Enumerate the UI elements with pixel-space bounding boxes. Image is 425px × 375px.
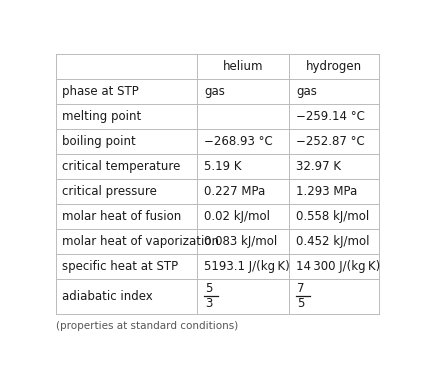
Text: 0.02 kJ/mol: 0.02 kJ/mol (204, 210, 270, 222)
Text: 5193.1 J/(kg K): 5193.1 J/(kg K) (204, 260, 290, 273)
Text: 5: 5 (297, 297, 304, 310)
Text: −268.93 °C: −268.93 °C (204, 135, 273, 148)
Text: 32.97 K: 32.97 K (296, 160, 341, 172)
Text: molar heat of fusion: molar heat of fusion (62, 210, 181, 222)
Text: adiabatic index: adiabatic index (62, 290, 153, 303)
Text: helium: helium (223, 60, 263, 73)
Text: critical temperature: critical temperature (62, 160, 181, 172)
Text: −259.14 °C: −259.14 °C (296, 110, 365, 123)
Text: 1.293 MPa: 1.293 MPa (296, 184, 357, 198)
Text: 0.452 kJ/mol: 0.452 kJ/mol (296, 234, 370, 248)
Text: 0.227 MPa: 0.227 MPa (204, 184, 265, 198)
Text: 0.083 kJ/mol: 0.083 kJ/mol (204, 234, 278, 248)
Text: 7: 7 (297, 282, 305, 295)
Text: molar heat of vaporization: molar heat of vaporization (62, 234, 219, 248)
Text: −252.87 °C: −252.87 °C (296, 135, 365, 148)
Text: (properties at standard conditions): (properties at standard conditions) (57, 321, 239, 331)
Text: gas: gas (296, 85, 317, 98)
Text: 3: 3 (205, 297, 212, 310)
Text: 5.19 K: 5.19 K (204, 160, 241, 172)
Text: phase at STP: phase at STP (62, 85, 139, 98)
Text: specific heat at STP: specific heat at STP (62, 260, 178, 273)
Text: gas: gas (204, 85, 225, 98)
Text: critical pressure: critical pressure (62, 184, 157, 198)
Text: 14 300 J/(kg K): 14 300 J/(kg K) (296, 260, 380, 273)
Text: boiling point: boiling point (62, 135, 136, 148)
Text: 0.558 kJ/mol: 0.558 kJ/mol (296, 210, 369, 222)
Text: 5: 5 (205, 282, 212, 295)
Text: hydrogen: hydrogen (306, 60, 362, 73)
Text: melting point: melting point (62, 110, 142, 123)
